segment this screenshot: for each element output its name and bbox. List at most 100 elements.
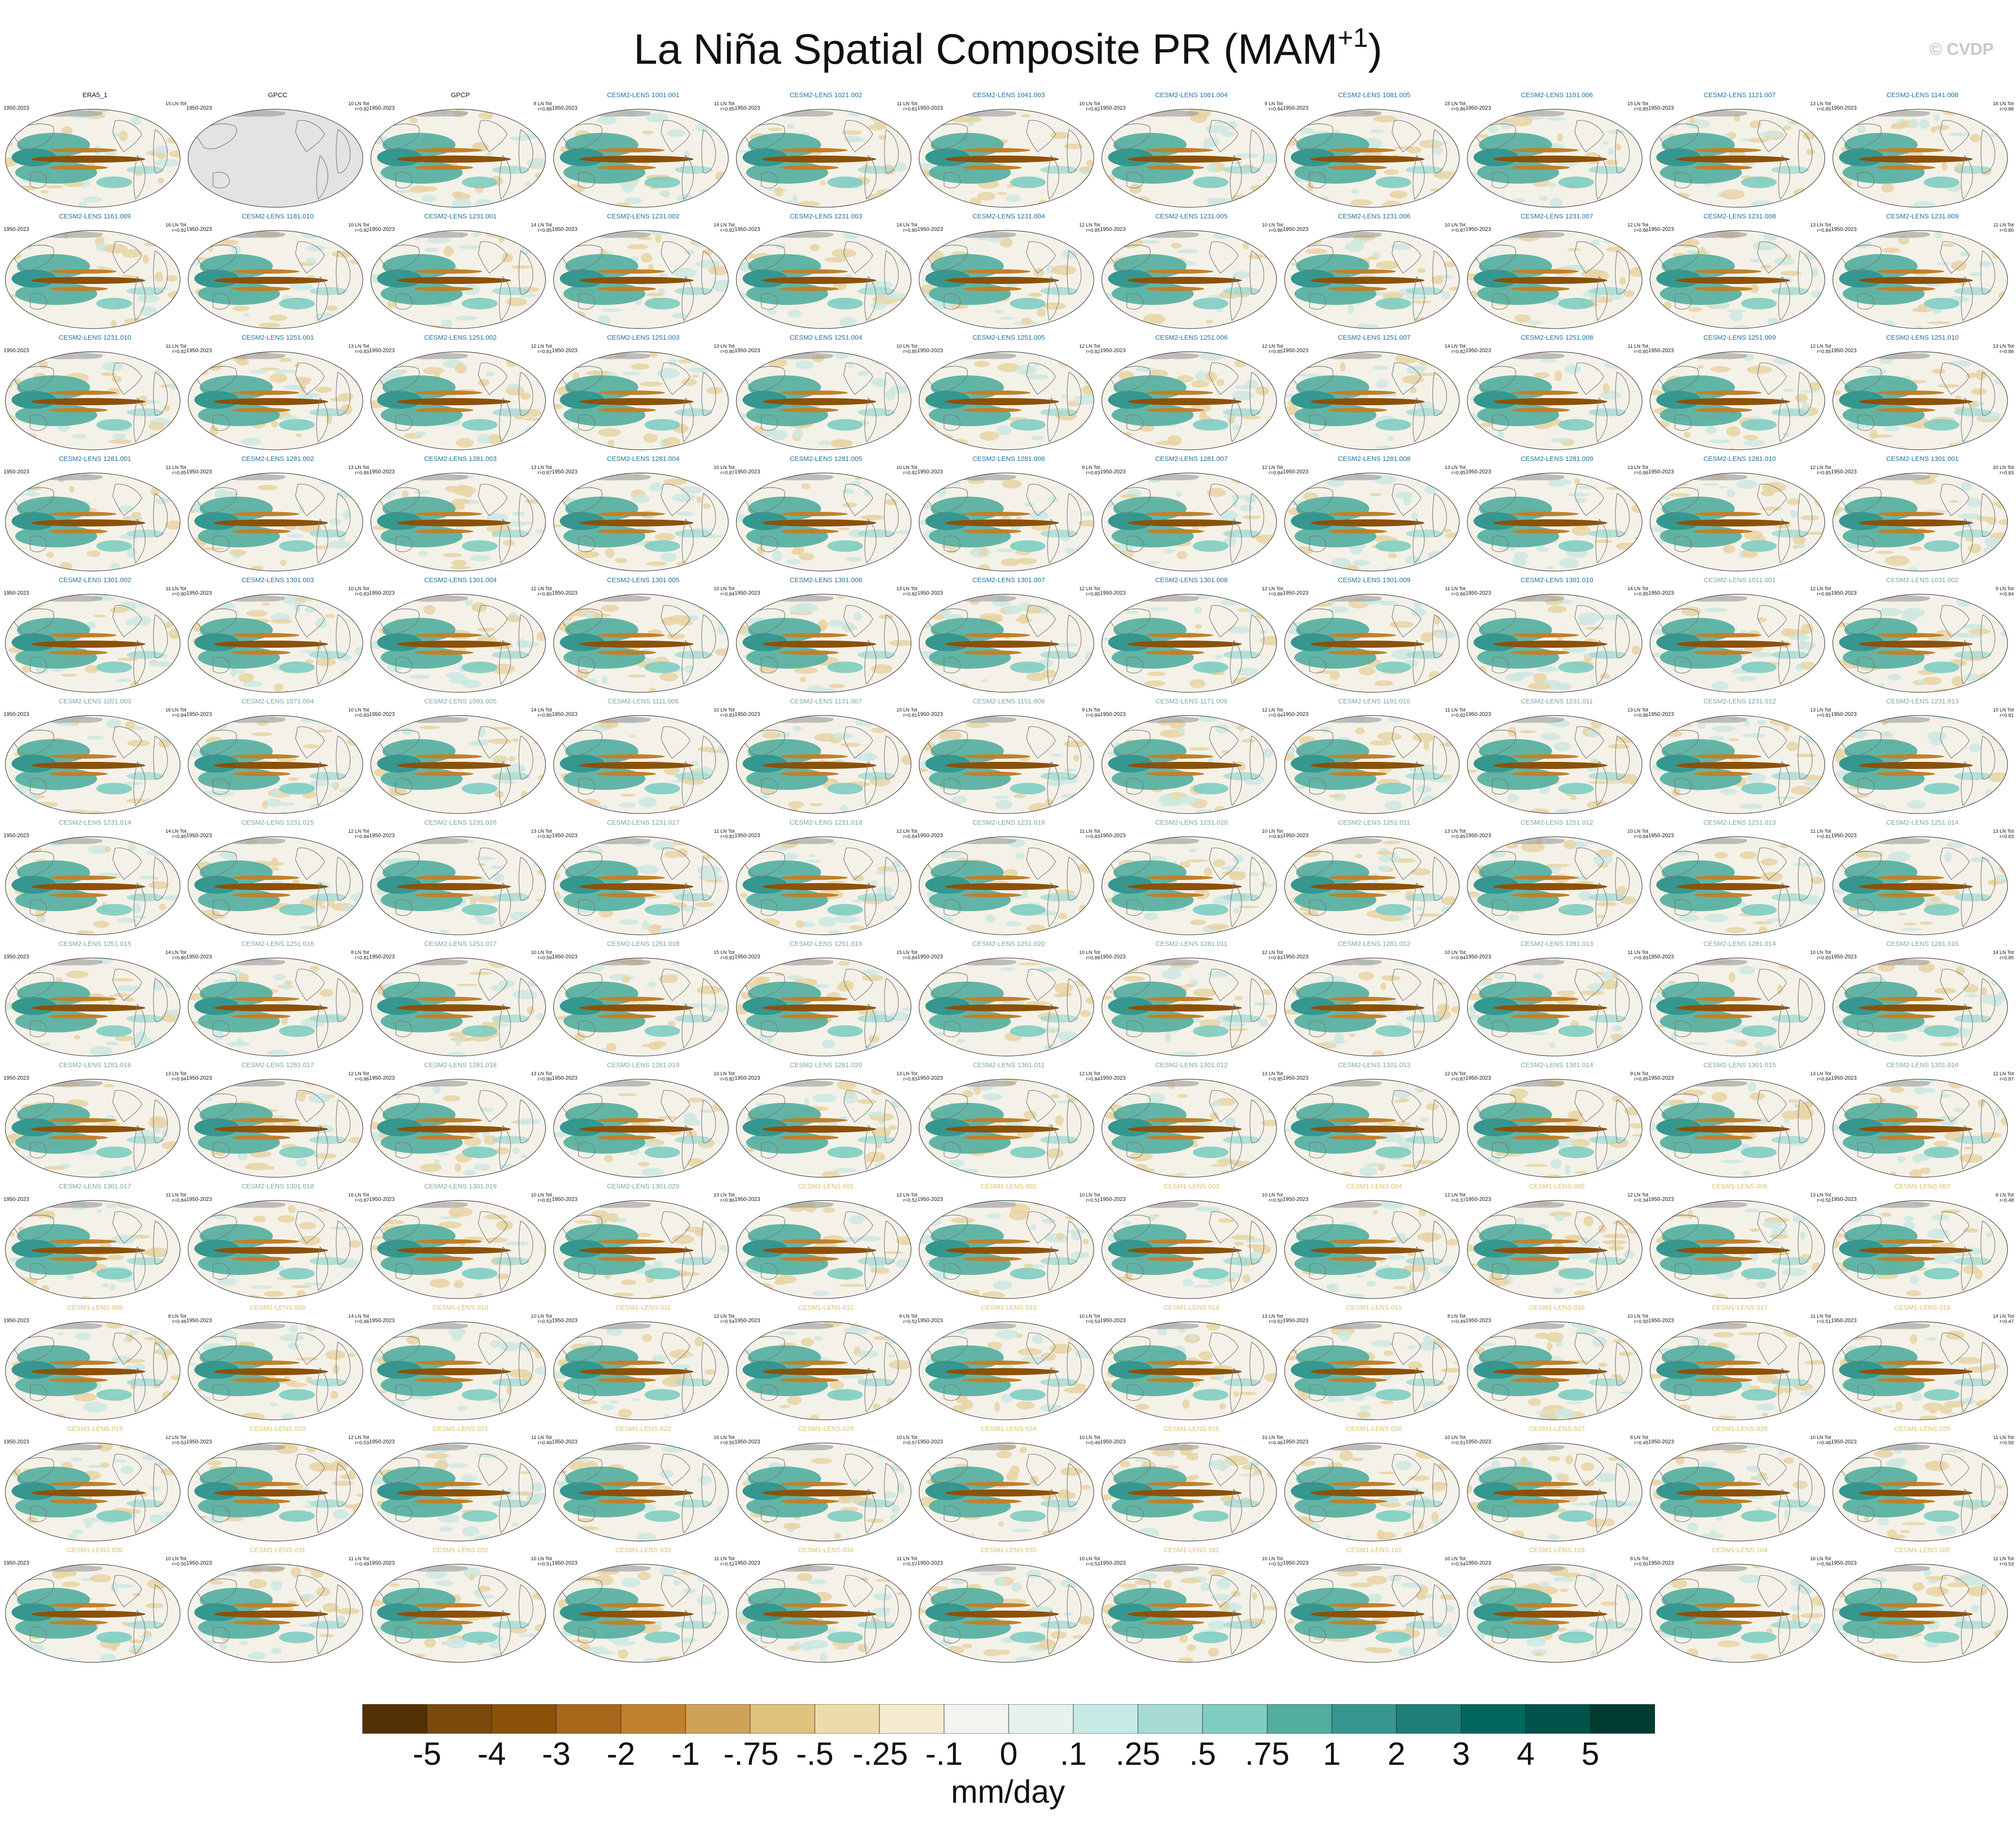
map-panel: CESM2-LENS 1301.008 1950-2023 12 LN Tot r=0…	[1100, 576, 1283, 698]
panel-pattern-correlation: r=0.84	[1817, 1077, 1831, 1082]
panel-stats: 13 LN Tot r=0.85	[1810, 101, 1831, 112]
panel-stats: 12 LN Tot r=0.85	[1810, 344, 1831, 354]
panel-event-count: 11 LN Tot	[714, 829, 735, 834]
panel-stats: 11 LN Tot r=0.52	[714, 1556, 735, 1567]
panel-pattern-correlation: r=0.88	[1086, 955, 1100, 961]
panel-stats: 10 LN Tot r=0.59	[531, 950, 552, 961]
panel-pattern-correlation: r=0.48	[1817, 1440, 1831, 1446]
panel-stats: 14 LN Tot r=0.85	[1627, 586, 1648, 597]
map-image	[188, 109, 363, 208]
panel-stats: 9 LN Tot r=0.83	[1082, 465, 1100, 476]
panel-stats: 10 LN Tot r=0.87	[1445, 222, 1466, 233]
panel-event-count: 13 LN Tot	[348, 344, 369, 349]
map-panel: CESM2-LENS 1301.003 1950-2023 10 LN Tot r=0…	[186, 576, 369, 698]
panel-period: 1950-2023	[917, 711, 943, 717]
map-image	[188, 1079, 363, 1178]
panel-period: 1950-2023	[1831, 954, 1857, 960]
panel-period: 1950-2023	[186, 590, 212, 596]
map-panel: CESM2-LENS 1251.013 1950-2023 11 LN Tot r=0…	[1648, 819, 1831, 940]
map-panel: CESM2-LENS 1281.005 1950-2023 10 LN Tot r=0…	[735, 455, 917, 576]
panel-period: 1950-2023	[917, 832, 943, 839]
map-panel: CESM1-LENS 003 1950-2023 10 LN Tot r=0.50	[1100, 1183, 1283, 1304]
panel-title: CESM2-LENS 1281.009	[1520, 455, 1593, 463]
panel-pattern-correlation: r=0.83	[903, 1077, 918, 1082]
map-panel: ERA5_1 1950-2023 15 LN Tot	[4, 91, 186, 213]
map-panel: CESM1-LENS 023 1950-2023 10 LN Tot r=0.57	[735, 1425, 917, 1546]
map-image	[188, 1443, 363, 1541]
panel-stats: 13 LN Tot r=0.85	[1445, 465, 1466, 476]
panel-stats: 10 LN Tot r=0.83	[1810, 950, 1831, 961]
panel-title: CESM1-LENS 021	[432, 1425, 489, 1433]
panel-title: CESM2-LENS 1191.010	[1338, 698, 1410, 705]
panel-event-count: 11 LN Tot	[1993, 222, 2014, 228]
panel-event-count: 10 LN Tot	[348, 222, 369, 228]
map-image	[370, 594, 546, 693]
map-image	[736, 594, 912, 693]
map-panel: CESM2-LENS 1281.010 1950-2023 12 LN Tot r=0…	[1648, 455, 1831, 576]
map-panel: CESM2-LENS 1281.013 1950-2023 11 LN Tot r=0…	[1466, 940, 1648, 1061]
panel-stats: 12 LN Tot r=0.85	[1079, 586, 1100, 597]
panel-period: 1950-2023	[186, 347, 212, 353]
panel-title: CESM2-LENS 1301.012	[1155, 1061, 1228, 1069]
colorbar-tick-label: 0	[999, 1736, 1018, 1772]
panel-pattern-correlation: r=0.53	[1086, 1562, 1100, 1567]
map-image	[1650, 1321, 1825, 1420]
panel-title: CESM2-LENS 1251.015	[58, 940, 131, 948]
map-image	[736, 1321, 912, 1420]
map-image	[1284, 1443, 1460, 1541]
panel-event-count: 12 LN Tot	[1262, 344, 1283, 349]
map-image	[553, 715, 729, 814]
panel-event-count: 12 LN Tot	[1079, 344, 1100, 349]
map-panel: CESM2-LENS 1251.015 1950-2023 14 LN Tot r=0…	[4, 940, 186, 1061]
panel-period: 1950-2023	[917, 1196, 943, 1202]
panel-period: 1950-2023	[1831, 226, 1857, 232]
panel-pattern-correlation: r=0.53	[538, 1319, 552, 1324]
map-panel: CESM2-LENS 1251.004 1950-2023 10 LN Tot r=0…	[735, 334, 917, 455]
panel-event-count: 12 LN Tot	[1810, 344, 1831, 349]
panel-stats: 9 LN Tot r=0.50	[1630, 1556, 1648, 1567]
panel-period: 1950-2023	[4, 1560, 29, 1566]
panel-pattern-correlation: r=0.81	[2000, 713, 2014, 718]
panel-pattern-correlation: r=0.52	[1269, 1562, 1283, 1567]
panel-event-count: 11 LN Tot	[348, 1556, 369, 1562]
panel-stats: 11 LN Tot r=0.80	[1993, 222, 2014, 233]
map-panel: CESM2-LENS 1251.009 1950-2023 12 LN Tot r=0…	[1648, 334, 1831, 455]
panel-event-count: 14 LN Tot	[531, 707, 552, 713]
panel-period: 1950-2023	[1283, 105, 1309, 111]
panel-stats: 10 LN Tot r=0.48	[1810, 1435, 1831, 1446]
panel-period: 1950-2023	[186, 1317, 212, 1324]
panel-event-count: 12 LN Tot	[1079, 222, 1100, 228]
panel-pattern-correlation: r=0.80	[903, 228, 918, 233]
panel-period: 1950-2023	[4, 1196, 29, 1202]
panel-event-count: 13 LN Tot	[1810, 1071, 1831, 1077]
panel-event-count: 11 LN Tot	[1627, 344, 1648, 349]
panel-period: 1950-2023	[369, 590, 395, 596]
map-panel: CESM1-LENS 105 1950-2023 11 LN Tot r=0.53	[1831, 1546, 2014, 1668]
map-panel: CESM2-LENS 1231.002 1950-2023 14 LN Tot r=0…	[552, 213, 735, 334]
panel-pattern-correlation: r=0.84	[1269, 470, 1283, 476]
panel-period: 1950-2023	[1466, 1560, 1491, 1566]
panel-stats: 11 LN Tot r=0.82	[714, 829, 735, 839]
panel-title: CESM2-LENS 1121.007	[1704, 91, 1776, 99]
panel-event-count: 10 LN Tot	[1445, 1556, 1466, 1562]
panel-title: CESM1-LENS 022	[615, 1425, 671, 1433]
map-panel: CESM1-LENS 031 1950-2023 11 LN Tot r=0.49	[186, 1546, 369, 1668]
panel-stats: 11 LN Tot r=0.50	[1993, 1435, 2014, 1446]
panel-event-count: 13 LN Tot	[1993, 344, 2014, 349]
map-panel: CESM2-LENS 1081.005 1950-2023 15 LN Tot r=0…	[1283, 91, 1466, 213]
panel-stats: 12 LN Tot r=0.85	[1262, 344, 1283, 354]
panel-pattern-correlation: r=0.85	[1086, 592, 1100, 597]
panel-period: 1950-2023	[186, 105, 212, 111]
panel-event-count: 11 LN Tot	[165, 344, 186, 349]
panel-pattern-correlation: r=0.51	[1086, 1198, 1100, 1203]
panel-pattern-correlation: r=0.84	[172, 1077, 187, 1082]
panel-period: 1950-2023	[1283, 1439, 1309, 1445]
map-panel: CESM1-LENS 018 1950-2023 14 LN Tot r=0.47	[1831, 1304, 2014, 1425]
map-image	[5, 1321, 181, 1420]
panel-pattern-correlation: r=0.57	[903, 1562, 918, 1567]
panel-title: CESM2-LENS 1091.005	[424, 698, 497, 705]
panel-period: 1950-2023	[1283, 226, 1309, 232]
panel-event-count: 14 LN Tot	[1993, 950, 2014, 955]
panel-title: ERA5_1	[82, 91, 107, 99]
panel-event-count: 14 LN Tot	[896, 222, 917, 228]
